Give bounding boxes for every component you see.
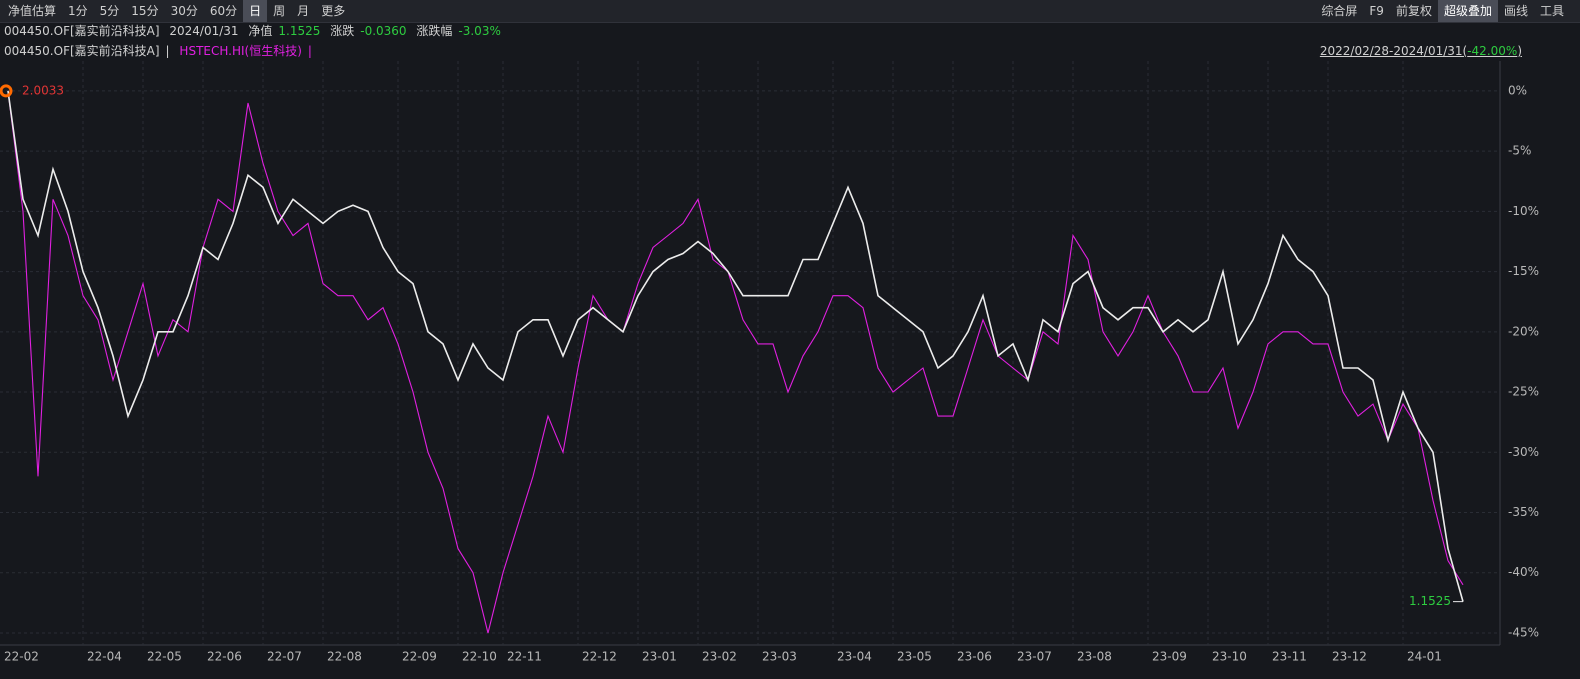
y-tick-label: -20% [1508, 324, 1539, 338]
toolbar-button[interactable]: 5分 [99, 4, 120, 18]
x-tick-label: 22-04 [87, 650, 122, 664]
x-tick-label: 23-12 [1332, 650, 1367, 664]
x-tick-label: 23-07 [1017, 650, 1052, 664]
toolbar-button[interactable]: 60分 [209, 4, 238, 18]
nav: 1.1525 [278, 24, 321, 38]
range-close: ) [1517, 44, 1522, 58]
x-tick-label: 22-05 [147, 650, 182, 664]
start-label: 2.0033 [22, 83, 64, 97]
toolbar-button[interactable]: 30分 [170, 4, 198, 18]
toolbar-button[interactable]: 工具 [1539, 4, 1564, 18]
y-tick-label: -45% [1508, 625, 1539, 639]
date: 2024/01/31 [169, 24, 239, 38]
change: -0.0360 [360, 24, 407, 38]
separator: | [165, 44, 170, 58]
x-tick-label: 22-02 [4, 650, 39, 664]
y-tick-label: -15% [1508, 264, 1539, 278]
nav-label: 净值 [248, 24, 273, 38]
x-tick-label: 22-07 [267, 650, 302, 664]
toolbar-button[interactable]: 超级叠加 [1437, 0, 1498, 22]
y-tick-label: -40% [1508, 565, 1539, 579]
toolbar-button[interactable]: 画线 [1503, 4, 1528, 18]
toolbar-button[interactable]: 更多 [321, 4, 346, 18]
y-tick-label: -30% [1508, 445, 1539, 459]
y-tick-label: 0% [1508, 83, 1527, 97]
x-tick-label: 24-01 [1407, 650, 1442, 664]
x-tick-label: 23-06 [957, 650, 992, 664]
y-tick-label: -10% [1508, 204, 1539, 218]
y-tick-label: -5% [1508, 144, 1531, 158]
range-dates: 2022/02/28-2024/01/31( [1319, 44, 1468, 58]
y-tick-label: -35% [1508, 505, 1539, 519]
info-row: 004450.OF[嘉实前沿科技A] 2024/01/31 净值 1.1525 涨… [4, 22, 507, 41]
series-line [7, 90, 1464, 602]
x-tick-label: 22-09 [402, 650, 437, 664]
tool-bar: 综合屏 F9 前复权 超级叠加 画线 工具 [1315, 0, 1570, 22]
toolbar-button[interactable]: F9 [1369, 4, 1384, 18]
x-tick-label: 22-08 [327, 650, 362, 664]
x-tick-label: 23-11 [1272, 650, 1307, 664]
x-tick-label: 22-06 [207, 650, 242, 664]
range[interactable]: 2022/02/28-2024/01/31(-42.00%) [1320, 42, 1522, 61]
x-tick-label: 23-01 [642, 650, 677, 664]
x-tick-label: 22-11 [507, 650, 542, 664]
legend-entry: 004450.OF[嘉实前沿科技A] [4, 44, 160, 58]
toolbar-button[interactable]: 月 [297, 4, 310, 18]
end-label: 1.1525 [1409, 594, 1451, 608]
chart: 0% -5% -10% -15% -20% -25% -30% -35% -40% -45% 22-… [0, 61, 1539, 664]
y-tick-label: -25% [1508, 385, 1539, 399]
x-tick-label: 23-09 [1152, 650, 1187, 664]
start-marker [0, 84, 13, 98]
x-tick-label: 22-12 [582, 650, 617, 664]
toolbar-button[interactable]: 15分 [131, 4, 159, 18]
pct-label: 涨跌幅 [416, 24, 453, 38]
x-tick-label: 23-10 [1212, 650, 1247, 664]
toolbar-button[interactable]: 日 [243, 0, 268, 22]
x-tick-label: 23-02 [702, 650, 737, 664]
fund: 004450.OF[嘉实前沿科技A] [4, 24, 160, 38]
pct: -3.03% [458, 24, 501, 38]
toolbar-button[interactable]: 前复权 [1395, 4, 1432, 18]
range-change: -42.00% [1467, 44, 1518, 58]
x-tick-label: 23-04 [837, 650, 872, 664]
x-tick-label: 22-10 [462, 650, 497, 664]
legend-entry: HSTECH.HI(恒生科技) [179, 44, 302, 58]
period-bar: 净值估算 1分 5分 15分 30分 60分日周月更多 [2, 0, 351, 22]
change-label: 涨跌 [330, 24, 355, 38]
toolbar-button[interactable]: 周 [273, 4, 286, 18]
toolbar-button[interactable]: 净值估算 [8, 4, 57, 18]
series-line [7, 90, 1464, 634]
x-tick-label: 23-03 [762, 650, 797, 664]
x-tick-label: 23-08 [1077, 650, 1112, 664]
separator: | [307, 44, 312, 58]
x-tick-label: 23-05 [897, 650, 932, 664]
toolbar-button[interactable]: 1分 [68, 4, 88, 18]
toolbar: 净值估算 1分 5分 15分 30分 60分日周月更多 综合屏 F9 前复权 超级叠加 画线 工具 [0, 0, 1580, 23]
toolbar-button[interactable]: 综合屏 [1321, 4, 1358, 18]
legend: 004450.OF[嘉实前沿科技A] | HSTECH.HI(恒生科技) | [4, 42, 318, 61]
